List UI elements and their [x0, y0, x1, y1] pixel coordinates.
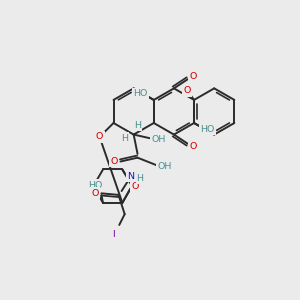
Text: O: O — [190, 71, 197, 80]
Text: OH: OH — [158, 162, 172, 171]
Text: H: H — [136, 174, 143, 183]
Text: O: O — [183, 86, 191, 95]
Text: H: H — [121, 134, 128, 143]
Text: HO: HO — [88, 181, 102, 190]
Text: N: N — [128, 172, 134, 181]
Text: I: I — [112, 230, 115, 239]
Text: O: O — [131, 182, 139, 191]
Text: O: O — [86, 182, 94, 191]
Text: O: O — [190, 142, 197, 152]
Text: O: O — [111, 157, 118, 166]
Text: H: H — [134, 121, 141, 130]
Text: HO: HO — [200, 125, 214, 134]
Text: O: O — [92, 189, 99, 198]
Text: O: O — [96, 132, 103, 141]
Text: OH: OH — [151, 135, 166, 144]
Text: HO: HO — [134, 89, 148, 98]
